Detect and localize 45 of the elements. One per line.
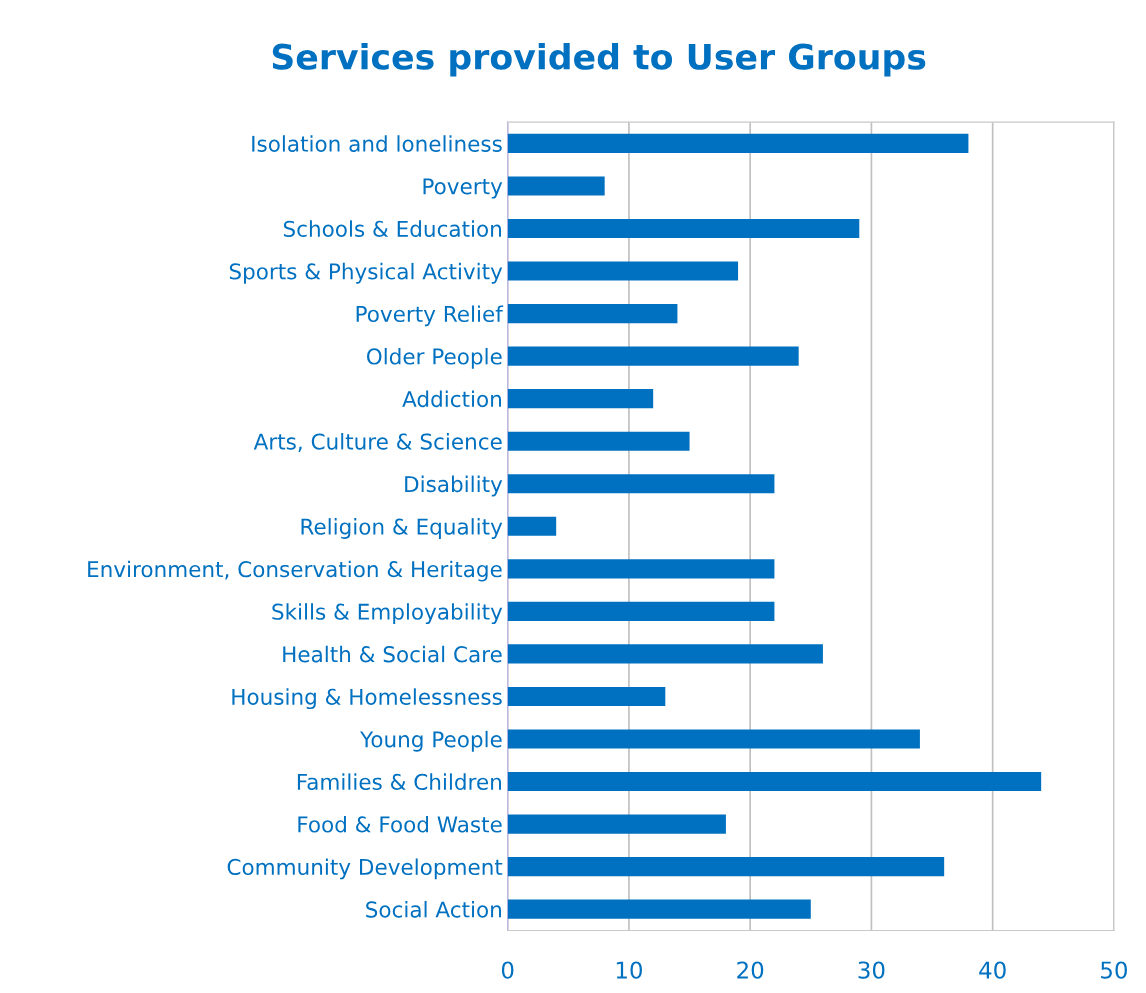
x-tick-label: 20 <box>737 961 764 979</box>
y-tick-label: Schools & Education <box>283 220 501 237</box>
y-tick-label: Health & Social Care <box>283 645 502 663</box>
bar <box>507 899 811 919</box>
bar <box>507 686 666 707</box>
bar <box>507 474 775 494</box>
bar <box>507 559 775 579</box>
y-tick-label: Environment, Conservation & Heritage <box>88 560 502 582</box>
bar <box>507 261 739 281</box>
y-tick-label: Housing & Homelessness <box>232 688 502 710</box>
y-tick-label: Food & Food Waste <box>298 815 502 833</box>
x-tick-label: 10 <box>616 961 642 979</box>
bar <box>507 729 920 749</box>
y-tick-label: Community Development <box>227 858 503 880</box>
x-tick-label: 50 <box>1101 961 1127 979</box>
x-tick-label: 40 <box>979 961 1006 979</box>
y-tick-label: Addiction <box>402 390 501 408</box>
bar <box>507 218 860 239</box>
y-tick-label: Isolation and loneliness <box>252 135 502 152</box>
y-tick-label: Social Action <box>366 900 501 918</box>
bar <box>507 431 690 451</box>
x-tick-label: 30 <box>858 961 885 979</box>
bar <box>507 346 799 366</box>
y-tick-label: Arts, Culture & Science <box>253 433 502 452</box>
bar <box>507 771 1042 792</box>
bar <box>507 389 654 409</box>
y-tick-label: Older People <box>366 347 502 369</box>
x-tick-label: 0 <box>501 961 514 979</box>
chart-title: Services provided to User Groups <box>272 42 926 77</box>
bar <box>507 601 775 621</box>
y-tick-label: Poverty Relief <box>356 305 504 327</box>
bar <box>507 814 726 834</box>
y-tick-label: Families & Children <box>297 773 501 791</box>
y-tick-label: Sports & Physical Activity <box>229 262 503 284</box>
bar <box>507 176 605 196</box>
y-tick-label: Religion & Equality <box>301 518 503 539</box>
bar <box>507 857 945 877</box>
bar <box>507 304 678 324</box>
y-tick-label: Skills & Employability <box>272 603 503 625</box>
bar <box>507 133 969 153</box>
y-tick-label: Disability <box>405 475 503 497</box>
bar <box>507 516 557 536</box>
y-tick-label: Young People <box>360 730 502 752</box>
y-tick-label: Poverty <box>423 178 503 199</box>
bar <box>507 644 823 664</box>
